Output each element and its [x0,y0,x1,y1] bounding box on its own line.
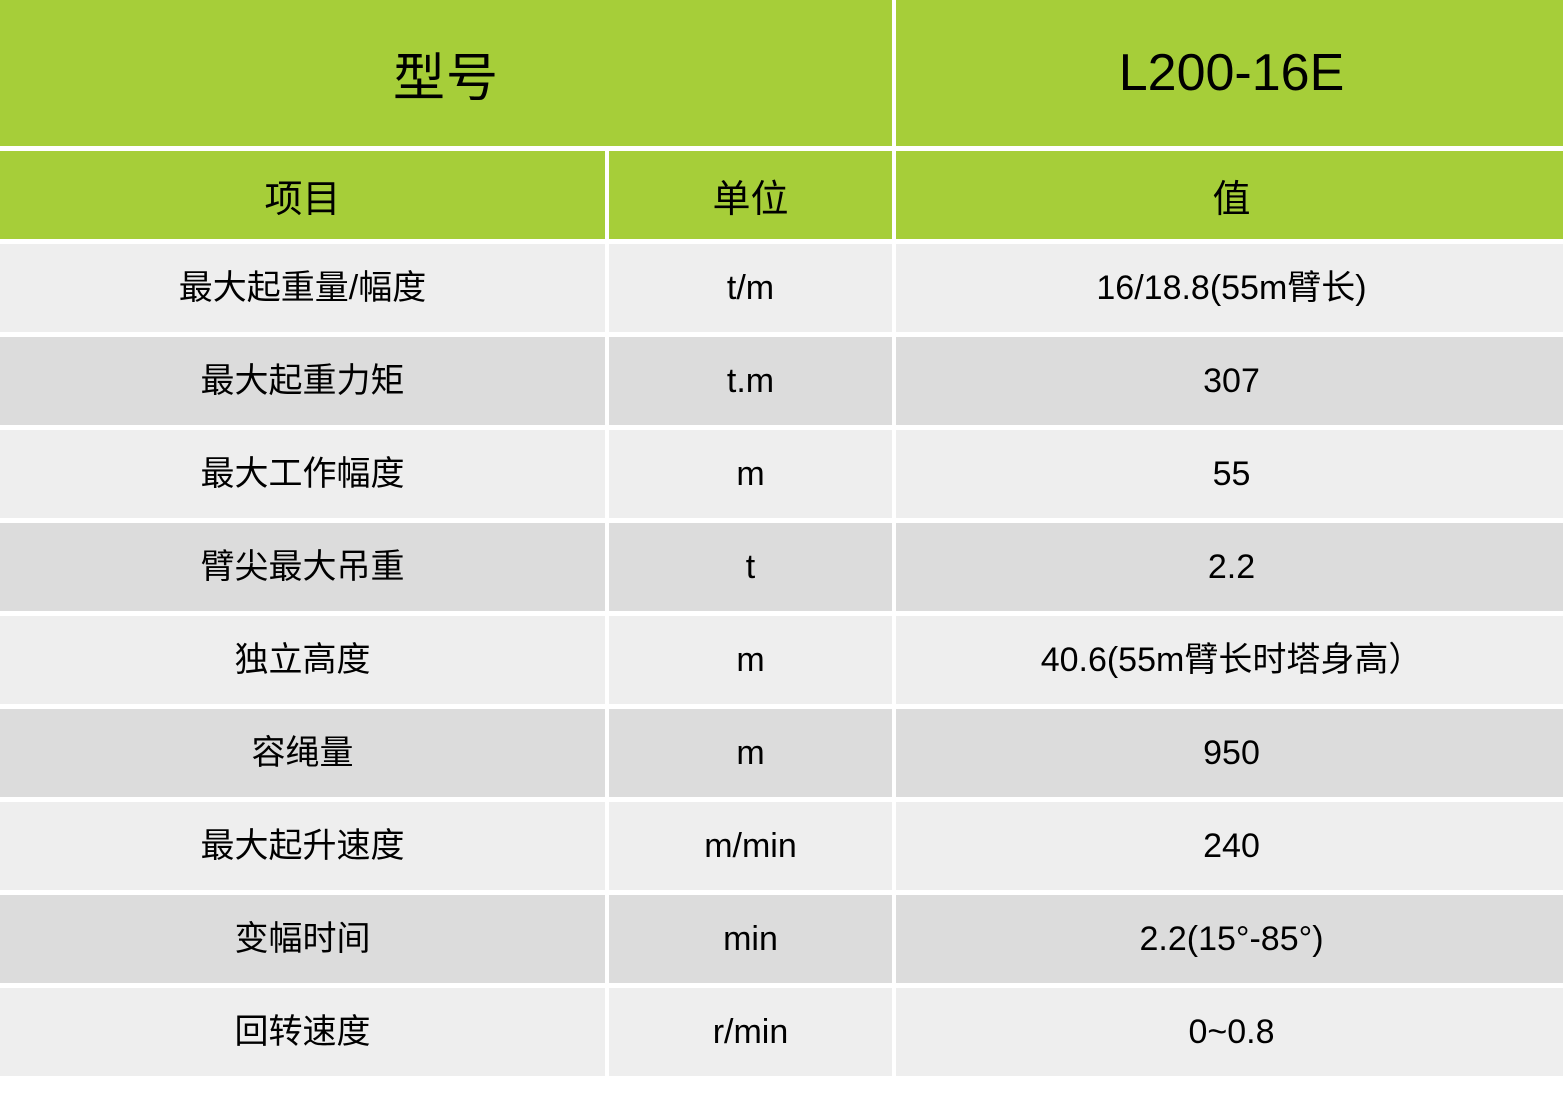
table-row: 最大起重量/幅度 t/m 16/18.8(55m臂长) [0,244,1563,332]
table-row: 最大起升速度 m/min 240 [0,802,1563,890]
row-value: 950 [896,709,1563,797]
table-row: 变幅时间 min 2.2(15°-85°) [0,895,1563,983]
table-row: 最大工作幅度 m 55 [0,430,1563,518]
table-row: 回转速度 r/min 0~0.8 [0,988,1563,1076]
table-row: 独立高度 m 40.6(55m臂长时塔身高） [0,616,1563,704]
row-unit: t [609,523,893,611]
row-value: 2.2(15°-85°) [896,895,1563,983]
row-value: 55 [896,430,1563,518]
row-item-label: 变幅时间 [0,895,605,983]
row-unit: m [609,616,893,704]
row-item-label: 容绳量 [0,709,605,797]
row-item-label: 回转速度 [0,988,605,1076]
column-header-unit: 单位 [609,151,893,239]
row-value: 16/18.8(55m臂长) [896,244,1563,332]
row-item-label: 独立高度 [0,616,605,704]
table-row: 臂尖最大吊重 t 2.2 [0,523,1563,611]
model-header-row: 型号 L200-16E [0,0,1563,146]
row-unit: r/min [609,988,893,1076]
row-value: 40.6(55m臂长时塔身高） [896,616,1563,704]
model-label: 型号 [0,0,893,146]
row-unit: m [609,430,893,518]
row-unit: m [609,709,893,797]
table-row: 容绳量 m 950 [0,709,1563,797]
row-value: 307 [896,337,1563,425]
table-row: 最大起重力矩 t.m 307 [0,337,1563,425]
column-header-row: 项目 单位 值 [0,151,1563,239]
row-item-label: 臂尖最大吊重 [0,523,605,611]
row-item-label: 最大工作幅度 [0,430,605,518]
column-header-value: 值 [896,151,1563,239]
row-unit: t/m [609,244,893,332]
row-item-label: 最大起升速度 [0,802,605,890]
row-value: 240 [896,802,1563,890]
row-unit: t.m [609,337,893,425]
model-value: L200-16E [896,0,1563,146]
table-header: 型号 L200-16E 项目 单位 值 [0,0,1563,239]
table-body: 最大起重量/幅度 t/m 16/18.8(55m臂长) 最大起重力矩 t.m 3… [0,244,1563,1076]
row-value: 0~0.8 [896,988,1563,1076]
row-item-label: 最大起重力矩 [0,337,605,425]
row-unit: min [609,895,893,983]
row-item-label: 最大起重量/幅度 [0,244,605,332]
row-unit: m/min [609,802,893,890]
row-value: 2.2 [896,523,1563,611]
column-header-item: 项目 [0,151,605,239]
